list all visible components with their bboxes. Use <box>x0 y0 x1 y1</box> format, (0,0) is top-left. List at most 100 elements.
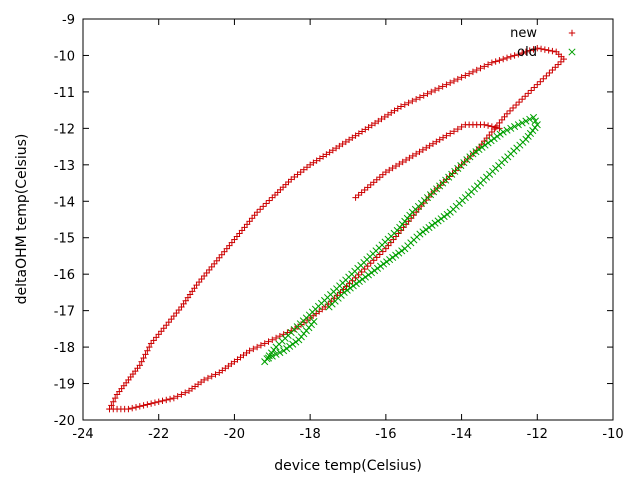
data-point-new <box>367 260 374 267</box>
data-point-new <box>394 105 401 112</box>
data-point-new <box>484 61 492 68</box>
data-point-old <box>440 213 448 221</box>
data-point-old <box>373 264 382 272</box>
y-tick-label: -11 <box>54 86 75 101</box>
data-point-new <box>543 72 550 80</box>
data-point-new <box>323 151 330 158</box>
data-point-new <box>266 197 273 204</box>
data-point-old <box>490 135 498 143</box>
data-point-new <box>511 52 518 59</box>
data-point-new <box>477 65 484 72</box>
x-tick-label: -24 <box>72 427 93 442</box>
data-point-new <box>110 398 117 405</box>
data-point-old <box>349 282 357 290</box>
data-point-new <box>376 251 383 258</box>
data-point-new <box>545 47 552 54</box>
data-point-new <box>342 138 350 146</box>
data-point-new <box>339 140 346 148</box>
data-point-new <box>406 154 413 162</box>
data-point-new <box>399 158 406 166</box>
data-point-new <box>454 75 461 83</box>
series-old <box>261 113 541 366</box>
data-point-new <box>136 362 143 369</box>
data-point-new <box>336 142 343 150</box>
data-point-new <box>534 44 541 52</box>
data-point-new <box>423 144 430 152</box>
data-point-new <box>552 64 559 71</box>
data-point-old <box>472 148 480 156</box>
data-point-new <box>528 87 535 94</box>
data-point-new <box>521 93 529 100</box>
data-point-new <box>358 268 365 276</box>
data-point-old <box>526 115 534 123</box>
data-point-new <box>371 119 379 127</box>
data-point-old <box>493 132 501 140</box>
data-point-new <box>416 148 423 156</box>
data-point-new <box>159 397 166 405</box>
data-point-new <box>349 277 356 284</box>
data-point-old <box>361 273 369 281</box>
data-point-old <box>268 352 276 360</box>
data-point-new <box>163 396 170 404</box>
data-point-new <box>488 59 496 66</box>
data-point-new <box>375 117 382 125</box>
y-tick-label: -12 <box>54 122 75 137</box>
data-point-old <box>386 256 394 264</box>
data-point-old <box>358 275 366 283</box>
data-point-old <box>392 251 400 259</box>
data-point-new <box>326 149 333 156</box>
y-tick-label: -13 <box>54 159 75 174</box>
data-point-old <box>264 354 273 362</box>
x-tick-label: -16 <box>375 427 396 442</box>
data-point-new <box>426 142 433 149</box>
data-point-old <box>522 117 530 125</box>
data-point-old <box>425 223 433 232</box>
data-point-new <box>433 138 440 145</box>
data-point-old <box>507 124 515 132</box>
data-point-old <box>401 245 409 253</box>
data-point-new <box>306 161 314 169</box>
data-point-new <box>382 168 390 176</box>
data-point-old <box>496 130 504 138</box>
y-tick-label: -16 <box>54 268 75 283</box>
data-point-new <box>436 136 443 143</box>
data-point-new <box>428 88 435 96</box>
data-point-new <box>178 391 185 398</box>
data-point-new <box>454 125 461 133</box>
data-point-new <box>260 203 267 210</box>
data-point-old <box>487 137 495 145</box>
data-point-new <box>263 200 270 207</box>
data-point-old <box>469 150 477 158</box>
data-point-new <box>405 99 412 107</box>
data-point-new <box>443 132 450 139</box>
data-point-old <box>431 219 439 227</box>
legend: new old <box>510 26 576 60</box>
data-point-new <box>204 374 212 382</box>
data-point-new <box>554 61 562 68</box>
axis-ticks <box>82 18 614 421</box>
legend-label-new: new <box>510 26 537 41</box>
x-tick-label: -12 <box>527 427 548 442</box>
plot-frame <box>82 18 614 421</box>
data-point-new <box>319 153 327 160</box>
data-point-new <box>151 399 159 406</box>
data-point-old <box>325 303 333 311</box>
data-point-new <box>361 265 368 273</box>
data-point-new <box>352 132 359 139</box>
data-point-new <box>365 124 372 131</box>
data-point-old <box>511 122 519 131</box>
data-point-old <box>343 286 351 294</box>
data-point-new <box>185 387 193 395</box>
data-point-new <box>496 57 503 64</box>
data-point-new <box>253 209 261 216</box>
data-point-old <box>364 271 372 279</box>
data-point-new <box>352 274 359 282</box>
data-point-new <box>447 79 454 86</box>
y-tick-label: -10 <box>54 49 75 64</box>
data-point-new <box>253 343 261 351</box>
data-point-new <box>560 55 567 63</box>
data-marks <box>106 44 567 413</box>
data-point-new <box>409 97 416 105</box>
data-point-new <box>140 402 147 409</box>
legend-marker-symbol-old <box>568 48 576 56</box>
